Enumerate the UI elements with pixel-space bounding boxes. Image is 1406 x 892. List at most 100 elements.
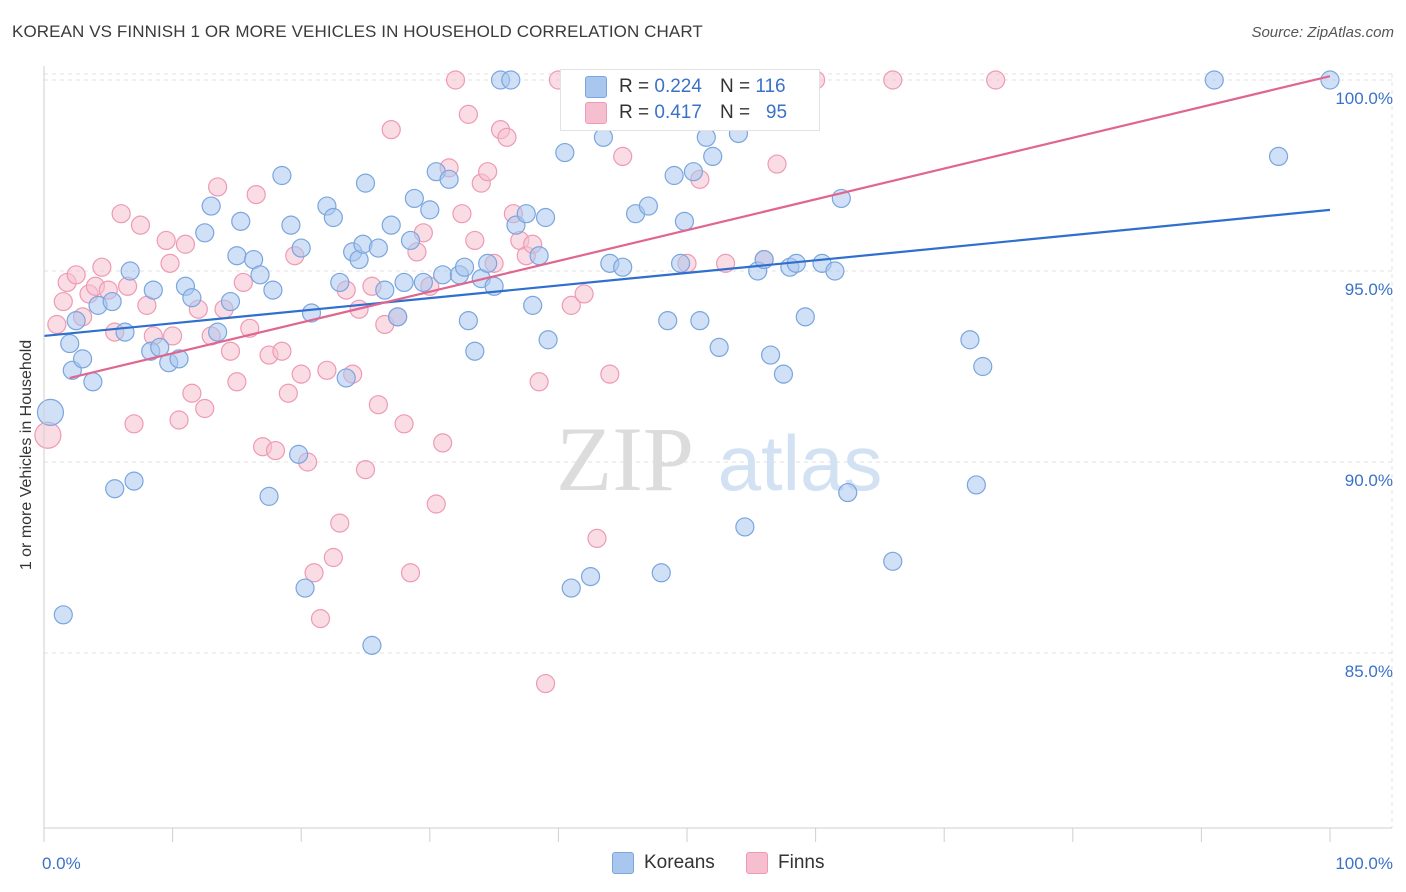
legend-n-label: N = (719, 76, 751, 97)
x-tick-label-left: 0.0% (42, 854, 81, 873)
korean-point (195, 223, 215, 243)
korean-point (433, 265, 453, 285)
korean-point (120, 261, 140, 281)
korean-point (388, 307, 408, 327)
finn-point (233, 272, 253, 293)
korean-point (83, 372, 103, 392)
korean-point (658, 311, 678, 331)
korean-point (703, 146, 723, 166)
korean-point (289, 444, 309, 464)
korean-point (501, 70, 521, 90)
watermark-zip: ZIP (556, 408, 694, 510)
legend-n-label: N = (719, 102, 751, 123)
finn-point (195, 398, 215, 419)
finn-point (130, 215, 151, 235)
bottom-legend-koreans: Koreans (612, 852, 715, 874)
finn-point (175, 234, 196, 254)
finn-point (574, 284, 594, 304)
source-note: Source: ZipAtlas.com (1251, 24, 1394, 41)
finn-point (587, 528, 607, 549)
korean-point (670, 253, 691, 273)
korean-point (664, 165, 684, 186)
korean-point (72, 349, 93, 369)
finn-point (368, 395, 388, 415)
finn-point (323, 547, 343, 568)
finn-point (53, 291, 73, 312)
korean-point (220, 291, 241, 312)
finn-point (304, 563, 324, 583)
legend-row-finns: R = 0.417 N = 95 (585, 101, 787, 125)
finn-point (182, 383, 202, 403)
korean-point (523, 295, 543, 315)
finn-point (291, 364, 311, 384)
korean-point (291, 238, 311, 258)
korean-point (760, 345, 781, 365)
korean-point (323, 207, 343, 228)
finn-point (163, 326, 183, 346)
korean-point (593, 127, 614, 147)
korean-point (795, 307, 815, 327)
y-tick-label: 100.0% (1335, 89, 1393, 108)
finn-point (433, 433, 453, 453)
y-tick-label: 85.0% (1345, 662, 1393, 681)
finn-point (445, 70, 466, 90)
korean-point (561, 578, 581, 598)
korean-point (613, 257, 633, 277)
korean-point (60, 333, 80, 354)
korean-point (330, 272, 350, 293)
korean-point (227, 246, 247, 266)
y-tick-label: 95.0% (1345, 280, 1393, 299)
korean-point (538, 330, 558, 350)
korean-point (535, 207, 556, 228)
finn-point (227, 372, 247, 392)
finn-point (124, 414, 144, 434)
korean-point (580, 566, 601, 587)
korean-point (263, 280, 283, 300)
korean-point (115, 322, 135, 342)
y-axis-label: 1 or more Vehicles in Household (18, 339, 35, 571)
korean-point (201, 196, 221, 216)
korean-point (368, 238, 388, 258)
korean-point (362, 635, 382, 655)
korean-point (355, 173, 376, 193)
finn-point (208, 177, 228, 197)
korean-point (674, 211, 695, 231)
korean-point (1268, 146, 1289, 166)
korean-point (404, 188, 424, 209)
korean-point (259, 486, 279, 506)
korean-point (529, 246, 549, 266)
finns-legend-label: Finns (778, 852, 825, 873)
finns-swatch (585, 102, 607, 124)
korean-point (272, 165, 292, 186)
korean-point (1320, 70, 1340, 90)
korean-point (773, 364, 794, 384)
koreans-trend-line (43, 208, 1331, 338)
korean-point (102, 291, 122, 312)
korean-point (295, 578, 315, 598)
finn-point (426, 494, 446, 514)
korean-point (124, 471, 144, 491)
finn-point (355, 460, 376, 480)
korean-point (638, 196, 659, 216)
korean-point (182, 288, 202, 308)
korean-point (413, 272, 433, 293)
korean-point (973, 356, 993, 377)
y-tick-label: 90.0% (1345, 471, 1393, 490)
korean-point (966, 475, 986, 495)
finn-point (111, 204, 131, 224)
korean-point (1204, 70, 1224, 90)
korean-point (336, 368, 356, 388)
finn-point (883, 70, 903, 90)
finn-point (246, 185, 266, 205)
korean-point (231, 211, 251, 231)
finn-point (310, 609, 331, 629)
korean-point (690, 311, 710, 331)
watermark-atlas: atlas (718, 419, 883, 507)
legend-row-koreans: R = 0.224 N = 116 (585, 75, 786, 99)
korean-point (735, 517, 755, 537)
finn-point (278, 383, 298, 403)
korean-point (683, 162, 704, 182)
finn-point (66, 265, 86, 285)
koreans-legend-label: Koreans (644, 852, 715, 873)
korean-point (465, 341, 485, 361)
